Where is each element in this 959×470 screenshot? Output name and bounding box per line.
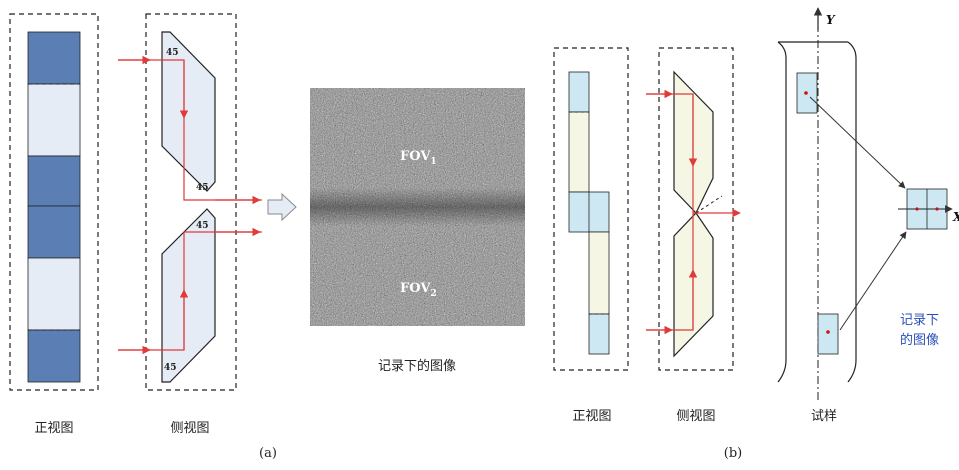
recorded-label-line2: 的图像	[900, 332, 939, 348]
red-dot	[915, 207, 919, 211]
recorded-image: FOV1 FOV2 记录下的图像	[310, 88, 525, 374]
angle-label: 45	[164, 363, 177, 373]
side-view-a: 45 45 45 45 侧视图	[118, 13, 262, 436]
side-view-a-label: 侧视图	[170, 421, 209, 436]
front-view-a-frame	[9, 13, 99, 391]
segment-cyan	[588, 313, 610, 355]
segment-light-2	[27, 257, 81, 331]
projection-arrow	[809, 96, 906, 189]
specimen-right-edge	[847, 41, 857, 383]
dashed-mirror-edge	[695, 195, 723, 214]
caption-a: (a)	[259, 446, 277, 461]
recorded-image-b: X 记录下 的图像	[809, 96, 959, 348]
front-view-a-label: 正视图	[34, 421, 73, 436]
lower-fov-region	[817, 313, 839, 355]
prism-lower	[161, 208, 216, 383]
side-view-b-label: 侧视图	[676, 409, 715, 424]
angle-label: 45	[196, 183, 209, 193]
y-axis-label: Y	[826, 13, 836, 27]
segment-yellow	[588, 231, 610, 315]
recorded-label-line1: 记录下	[900, 313, 939, 328]
segment-light-1	[27, 83, 81, 157]
recorded-image-label: 记录下的图像	[378, 358, 456, 374]
red-dot	[804, 91, 808, 95]
fov-boundary-band	[310, 88, 525, 326]
specimen: Y 试样	[777, 7, 857, 424]
segment-cyan	[568, 71, 590, 113]
segment-dark-1	[27, 31, 81, 85]
side-view-a-frame	[145, 13, 237, 391]
front-view-b-label: 正视图	[572, 409, 611, 424]
front-view-b-frame	[553, 47, 629, 371]
front-view-b: 正视图	[553, 47, 629, 424]
specimen-label: 试样	[811, 409, 837, 424]
x-axis-label: X	[952, 210, 959, 224]
specimen-left-edge	[777, 41, 787, 383]
red-dot	[935, 207, 939, 211]
front-view-a: 正视图	[9, 13, 99, 436]
fov1-label: FOV1	[400, 149, 437, 167]
caption-b: (b)	[724, 446, 742, 461]
prism-upper	[161, 31, 216, 192]
fov2-label: FOV2	[400, 281, 437, 299]
block-arrow-icon	[267, 192, 297, 222]
segment-dark-3	[27, 205, 81, 259]
segment-dark-2	[27, 155, 81, 207]
projection-arrow	[839, 231, 907, 331]
red-dot	[826, 330, 830, 334]
segment-yellow	[568, 111, 590, 193]
angle-label: 45	[166, 48, 179, 58]
segment-dark-4	[27, 329, 81, 383]
side-view-b: 侧视图	[646, 47, 741, 424]
angle-label: 45	[196, 221, 209, 231]
